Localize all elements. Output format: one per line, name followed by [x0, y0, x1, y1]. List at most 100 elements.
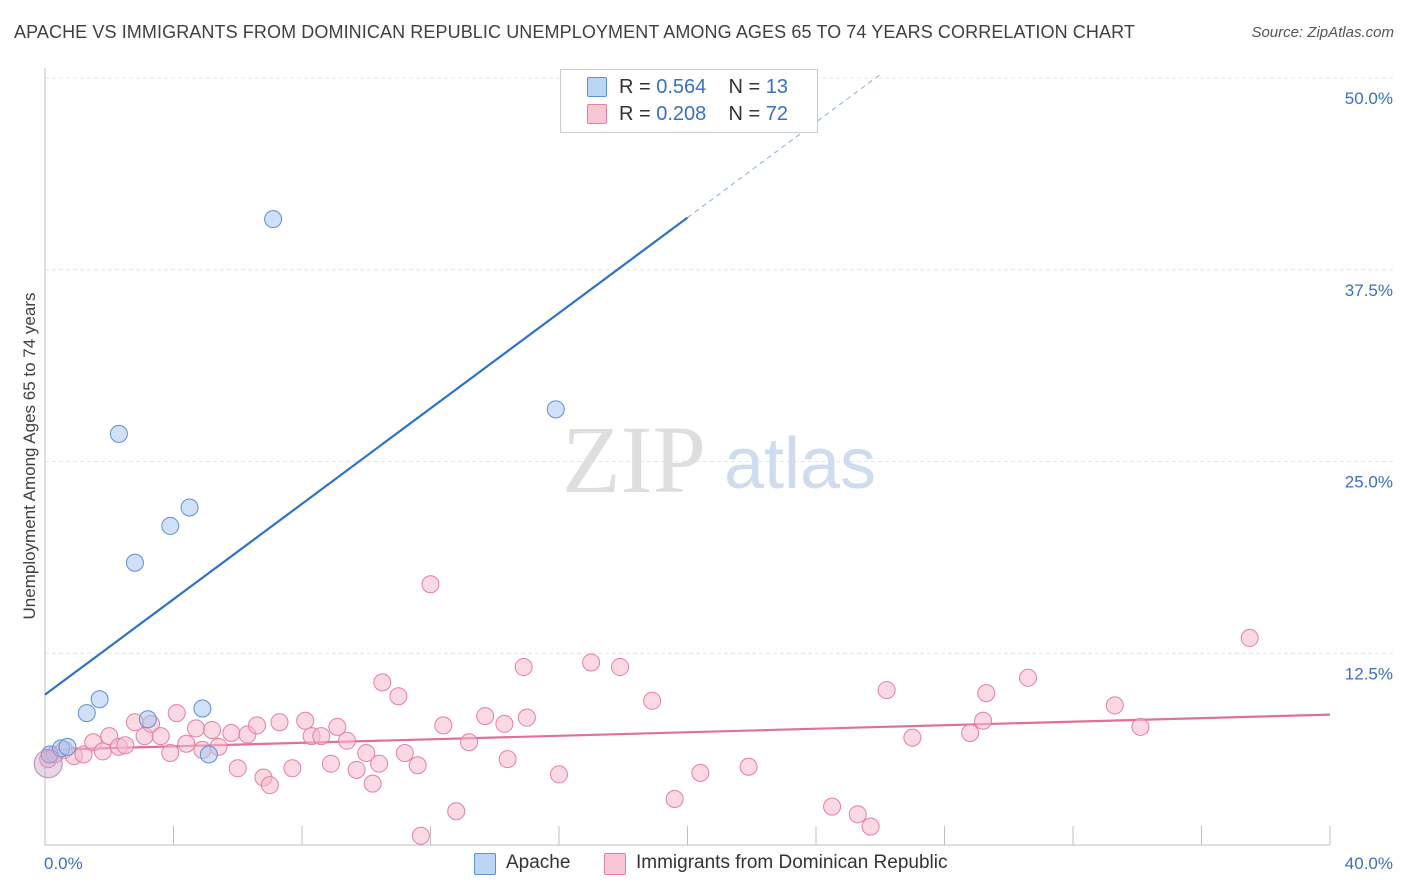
legend-stats-dominican: R = 0.208 N = 72 — [619, 103, 788, 126]
y-axis-label: Unemployment Among Ages 65 to 74 years — [20, 292, 39, 620]
dominican-point — [514, 658, 533, 677]
trend-lines — [44, 73, 1331, 751]
dominican-point — [373, 673, 392, 692]
chart-title: APACHE VS IMMIGRANTS FROM DOMINICAN REPU… — [14, 22, 1135, 42]
axes — [44, 68, 1331, 846]
n-label: N = — [728, 103, 761, 125]
dominican-point — [370, 754, 389, 773]
data-points — [33, 210, 1259, 845]
dominican-point — [861, 817, 880, 836]
x-tick-label: 40.0% — [1345, 854, 1393, 873]
apache-point — [138, 710, 157, 729]
dominican-point — [411, 826, 430, 845]
dominican-point — [1105, 696, 1124, 715]
dominican-point — [337, 731, 356, 750]
dominican-point — [977, 684, 996, 703]
dominican-point — [476, 707, 495, 726]
dominican-point — [363, 774, 382, 793]
dominican-point — [582, 653, 601, 672]
dominican-swatch — [604, 853, 626, 875]
watermark-atlas: atlas — [724, 424, 876, 504]
y-tick-label: 12.5% — [1345, 664, 1393, 683]
y-tick-label: 37.5% — [1345, 281, 1393, 300]
dominican-point — [321, 754, 340, 773]
dominican-point — [961, 724, 980, 743]
dominican-point — [974, 711, 993, 730]
watermark-zip: ZIP — [562, 406, 706, 513]
apache-point — [90, 690, 109, 709]
gridlines — [45, 77, 1395, 654]
dominican-point — [296, 711, 315, 730]
n-value: 13 — [765, 76, 789, 98]
dominican-point — [93, 742, 112, 761]
x-tick-label: 0.0% — [44, 854, 83, 873]
source-label: Source: ZipAtlas.com — [1251, 24, 1394, 41]
n-label: N = — [728, 76, 761, 98]
y-tick-label: 50.0% — [1345, 89, 1393, 108]
dominican-point — [550, 765, 568, 784]
r-label: R = — [619, 76, 651, 98]
n-value: 72 — [765, 103, 789, 125]
dominican-point — [203, 720, 222, 739]
dominican-point — [248, 716, 267, 735]
dominican-point — [161, 743, 180, 762]
apache-trend-line — [44, 216, 689, 696]
dominican-point — [395, 743, 414, 762]
dominican-point — [74, 745, 93, 764]
r-value: 0.208 — [656, 103, 707, 125]
dominican-point — [643, 691, 662, 710]
dominican-point — [421, 575, 440, 594]
dominican-point — [447, 802, 466, 821]
apache-point — [109, 424, 128, 443]
r-label: R = — [619, 103, 651, 125]
legend-stats-apache: R = 0.564 N = 13 — [619, 76, 788, 99]
dominican-point — [347, 760, 366, 779]
dominican-point — [328, 717, 347, 736]
cluster-point — [33, 749, 63, 779]
dominican-point — [186, 719, 205, 738]
dominican-point — [665, 789, 684, 808]
dominican-point — [177, 734, 196, 753]
apache-point — [264, 210, 283, 229]
legend-label-apache: Apache — [506, 852, 571, 873]
dominican-point — [167, 704, 186, 723]
dominican-point — [460, 733, 479, 752]
dominican-point — [434, 716, 453, 735]
apache-point — [180, 498, 199, 517]
dominican-point — [312, 727, 331, 746]
dominican-point — [357, 743, 376, 762]
dominican-point — [903, 728, 922, 747]
dominican-point — [389, 687, 408, 706]
apache-point — [125, 553, 144, 572]
dominican-point — [823, 797, 842, 816]
dominican-trend-line — [44, 713, 1331, 751]
dominican-swatch — [587, 104, 607, 124]
apache-trend-extension — [687, 73, 881, 219]
dominican-point — [270, 713, 289, 732]
r-value: 0.564 — [656, 76, 707, 98]
dominican-point — [283, 759, 302, 778]
dominican-point — [260, 776, 279, 795]
legend-label-dominican: Immigrants from Dominican Republic — [636, 852, 948, 873]
apache-point — [161, 516, 180, 535]
apache-swatch — [474, 853, 496, 875]
apache-point — [77, 704, 96, 723]
dominican-point — [495, 714, 514, 733]
apache-point — [193, 699, 212, 718]
dominican-point — [1240, 628, 1259, 647]
dominican-point — [498, 750, 517, 769]
dominican-point — [611, 658, 630, 677]
apache-point — [199, 745, 218, 764]
dominican-point — [408, 756, 427, 775]
y-tick-label: 25.0% — [1345, 473, 1393, 492]
apache-point — [58, 737, 77, 756]
dominican-point — [517, 708, 536, 727]
dominican-point — [1019, 668, 1038, 687]
dominican-point — [739, 757, 758, 776]
apache-swatch — [587, 77, 607, 97]
dominican-point — [222, 724, 241, 743]
dominican-point — [228, 759, 247, 778]
dominican-point — [151, 727, 170, 746]
dominican-point — [1131, 717, 1150, 736]
